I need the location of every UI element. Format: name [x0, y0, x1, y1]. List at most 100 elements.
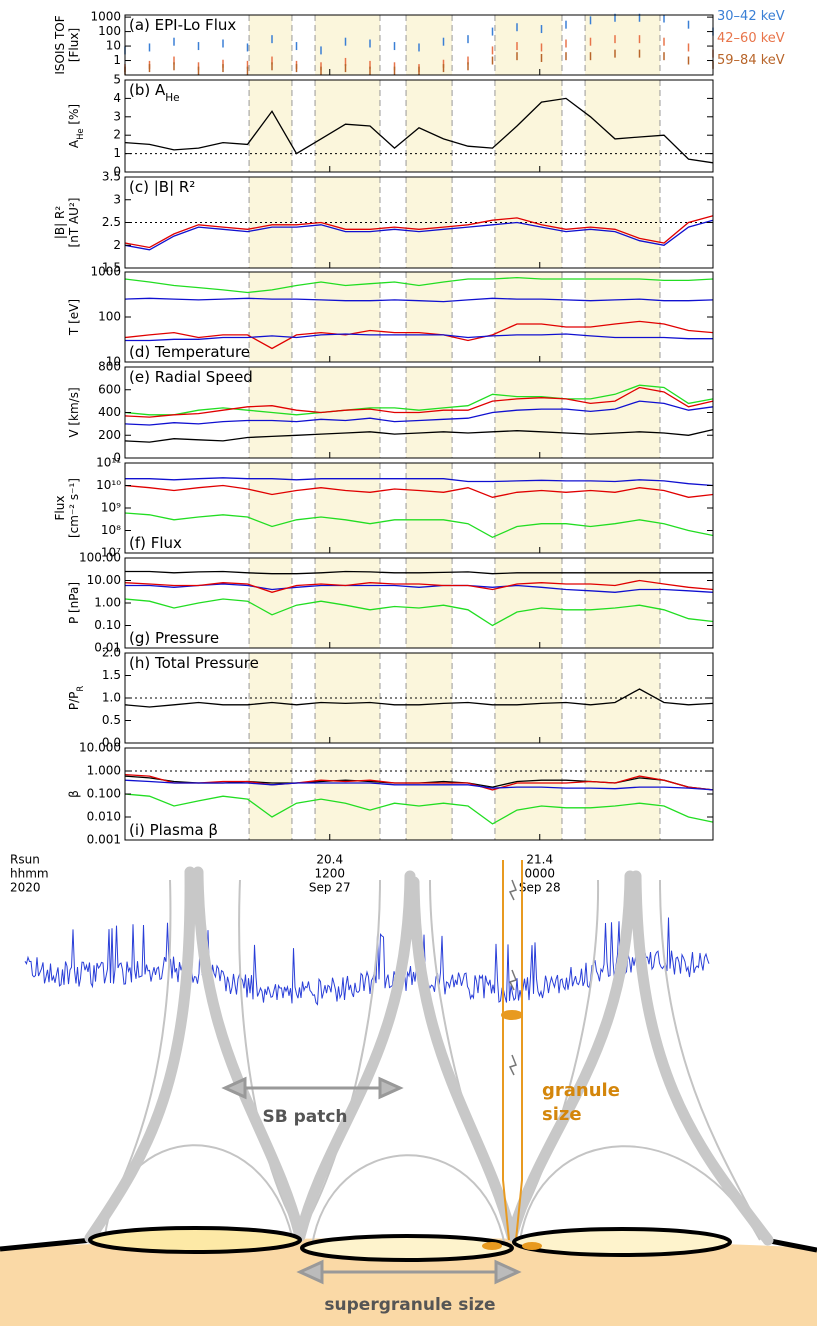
series-line [124, 428, 714, 443]
y-axis-label: T [eV] [67, 299, 81, 336]
y-tick-label: 1 [113, 146, 121, 160]
series-line [124, 400, 714, 426]
shaded-interval [585, 15, 660, 75]
y-axis-label: V [km/s] [67, 387, 81, 437]
sb-arrow [221, 1076, 404, 1100]
shaded-interval [494, 367, 562, 458]
panel: 0.001 0.010 0.100 1.000 10.000 (i) Plasma β β [67, 741, 714, 847]
panel-title-part: (f) Flux [129, 534, 182, 552]
y-tick-label: 3.5 [102, 170, 121, 184]
legend-entry: 30–42 keV [717, 9, 785, 24]
series-line [125, 583, 714, 593]
y-tick-label: 5 [113, 73, 121, 87]
panel: 10⁷ 10⁸ 10⁹ 10¹⁰ 10¹¹ (f) Flux Flux [cm⁻² s⁻¹] [53, 456, 714, 560]
y-tick-label: 1000 [90, 265, 121, 279]
y-axis-label-sub: He [75, 128, 85, 139]
y-tick-label: 0 [113, 165, 121, 179]
shaded-interval [494, 15, 562, 75]
series-line [124, 215, 714, 249]
y-axis-label-part: P [nPa] [67, 582, 81, 624]
series-line [125, 570, 713, 575]
granule-label: size [542, 1104, 582, 1125]
y-tick-label: 0.01 [94, 641, 121, 655]
y-axis-label-part: [Flux] [67, 28, 81, 62]
y-axis-label-part: T [eV] [67, 299, 81, 336]
y-tick-label: 2 [113, 128, 121, 142]
shaded-interval [585, 748, 660, 840]
shaded-interval [249, 272, 292, 362]
y-tick-label: 200 [98, 428, 121, 442]
y-tick-label: 100.00 [79, 551, 121, 565]
shaded-interval [585, 272, 660, 362]
y-tick-label: 10⁷ [101, 546, 121, 560]
y-tick-label: 10⁸ [101, 523, 121, 537]
panel-title-part: (e) Radial Speed [129, 368, 253, 386]
y-axis-label-part: Flux [53, 496, 67, 521]
shaded-interval [585, 80, 660, 172]
time-tick-label: Sep 28 [519, 881, 561, 895]
y-tick-label: 2 [113, 238, 121, 252]
panel-title-part: (h) Total Pressure [129, 654, 259, 672]
panel-title: (h) Total Pressure [129, 654, 259, 672]
flux-trace [24, 917, 710, 1006]
shaded-interval [315, 272, 380, 362]
y-tick-label: 0.0 [102, 736, 121, 750]
y-tick-label: 0.10 [94, 618, 121, 632]
granule-cell [522, 1242, 542, 1250]
series-line [124, 598, 714, 627]
y-tick-label: 4 [113, 91, 121, 105]
series-line [125, 477, 714, 487]
series-line [124, 773, 714, 791]
series-line [124, 297, 714, 303]
y-tick-label: 1000 [90, 10, 121, 24]
panel-title: (f) Flux [129, 534, 182, 552]
shaded-interval [494, 463, 562, 553]
shaded-interval [406, 653, 453, 743]
shaded-interval [249, 558, 292, 648]
y-axis-label: Flux [53, 496, 67, 521]
panel-title-part: (a) EPI-Lo Flux [129, 16, 236, 34]
y-tick-label: 1.00 [94, 596, 121, 610]
y-tick-label: 0.5 [102, 713, 121, 727]
panel-frame [124, 14, 714, 76]
y-tick-label: 800 [98, 360, 121, 374]
supergranule-cell [300, 1234, 514, 1262]
y-tick-label: 10.00 [87, 573, 121, 587]
y-axis-label: ISOIS TOF [53, 15, 67, 74]
supergranule-label: supergranule size [324, 1295, 495, 1315]
y-axis-label: |B| R² [53, 206, 67, 239]
y-tick-label: 2.5 [102, 215, 121, 229]
y-tick-label: 1.5 [102, 261, 121, 275]
panel: 0.01 0.10 1.00 10.00 100.00 (g) Pressure P [nP… [67, 551, 714, 655]
y-tick-label: 10.000 [79, 741, 121, 755]
y-axis-label: [nT AU²] [67, 198, 81, 248]
y-tick-label: 100 [98, 24, 121, 38]
panel-title: (b) AHe [129, 81, 180, 104]
y-axis-label: AHe [%] [67, 104, 85, 148]
panel-frame [124, 79, 714, 173]
y-axis-label-sub: R [75, 686, 85, 692]
y-tick-label: 400 [98, 405, 121, 419]
granule-funnel [501, 860, 523, 1241]
series-line [124, 386, 714, 418]
shaded-interval [406, 272, 453, 362]
y-tick-label: 2.0 [102, 646, 121, 660]
shaded-interval [406, 558, 453, 648]
series-line [124, 484, 714, 498]
series-line [124, 793, 714, 825]
y-axis-label: [Flux] [67, 28, 81, 62]
shaded-interval [249, 80, 292, 172]
y-axis-label-part: V [km/s] [67, 387, 81, 437]
y-axis-label-part: P/P [67, 692, 81, 711]
time-row-label: 2020 [10, 881, 41, 895]
panel-title-part: (b) A [129, 81, 166, 99]
panel-title: (g) Pressure [129, 629, 219, 647]
panel-title-part: (g) Pressure [129, 629, 219, 647]
shaded-interval [315, 463, 380, 553]
y-tick-label: 0.010 [87, 810, 121, 824]
y-axis-label: [cm⁻² s⁻¹] [67, 478, 81, 538]
shaded-interval [585, 463, 660, 553]
shaded-interval [406, 177, 453, 268]
squiggles [508, 879, 517, 1076]
